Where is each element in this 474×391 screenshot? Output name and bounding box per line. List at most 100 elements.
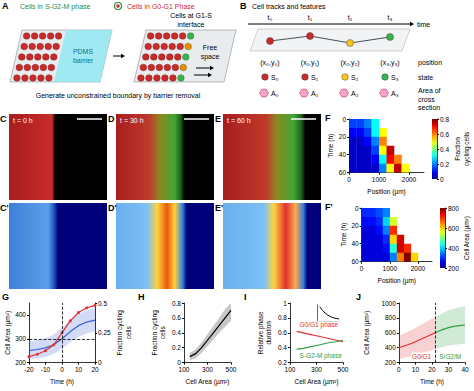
svg-text:barrier: barrier [73, 57, 94, 64]
svg-text:S₃: S₃ [391, 74, 399, 81]
svg-text:Fraction cycling: Fraction cycling [151, 310, 159, 356]
svg-text:t = 60 h: t = 60 h [227, 117, 251, 124]
svg-text:B: B [240, 1, 247, 11]
svg-text:A₁: A₁ [311, 90, 319, 97]
svg-text:400: 400 [385, 344, 396, 351]
svg-text:500: 500 [226, 366, 237, 373]
svg-text:400: 400 [15, 311, 26, 318]
svg-text:E: E [215, 114, 221, 124]
svg-text:Position (µm): Position (µm) [367, 188, 405, 196]
svg-text:S₁: S₁ [311, 74, 319, 81]
svg-text:600: 600 [385, 329, 396, 336]
svg-text:40: 40 [461, 366, 469, 373]
svg-text:0.2: 0.2 [440, 161, 449, 168]
svg-text:Time (h): Time (h) [50, 378, 74, 386]
svg-text:1000: 1000 [383, 265, 398, 272]
svg-text:10: 10 [75, 366, 83, 373]
svg-text:C: C [0, 114, 7, 124]
svg-text:400: 400 [448, 245, 459, 252]
svg-text:300: 300 [202, 366, 213, 373]
svg-text:Time (h): Time (h) [327, 134, 335, 158]
svg-text:Generate unconstrained boundar: Generate unconstrained boundary by barri… [36, 92, 201, 100]
svg-text:300: 300 [15, 335, 26, 342]
svg-text:200: 200 [385, 359, 396, 366]
svg-text:Relative phase: Relative phase [257, 311, 265, 354]
svg-text:duration: duration [265, 321, 272, 345]
svg-text:(x₁,y₁): (x₁,y₁) [301, 59, 319, 67]
svg-text:100: 100 [285, 366, 296, 373]
svg-text:cells: cells [125, 326, 132, 340]
svg-text:Cell Area (µm²): Cell Area (µm²) [186, 378, 230, 386]
svg-text:time: time [417, 21, 430, 28]
svg-text:20: 20 [428, 366, 436, 373]
svg-text:0.6: 0.6 [172, 314, 181, 321]
svg-text:100: 100 [179, 366, 190, 373]
svg-text:section: section [418, 104, 440, 111]
svg-text:S₂: S₂ [351, 74, 359, 81]
svg-text:-20: -20 [24, 366, 34, 373]
svg-text:S₀: S₀ [271, 74, 279, 81]
svg-text:F: F [325, 113, 331, 123]
svg-text:F': F' [325, 202, 333, 212]
svg-text:S/G2/M: S/G2/M [439, 353, 461, 360]
svg-text:20: 20 [351, 222, 359, 229]
svg-text:Cell Area (µm²): Cell Area (µm²) [4, 311, 12, 355]
svg-text:D: D [108, 114, 115, 124]
svg-text:0: 0 [360, 265, 364, 272]
svg-text:Cell Area (µm²): Cell Area (µm²) [363, 311, 371, 355]
svg-text:0.4: 0.4 [278, 344, 287, 351]
svg-text:t = 0 h: t = 0 h [13, 117, 33, 124]
svg-text:500: 500 [338, 366, 349, 373]
svg-text:Free: Free [203, 44, 218, 51]
svg-text:0: 0 [355, 205, 359, 212]
svg-text:(x₀,y₀): (x₀,y₀) [260, 59, 279, 67]
svg-text:600: 600 [448, 225, 459, 232]
svg-text:0.5: 0.5 [98, 300, 107, 307]
svg-text:20: 20 [339, 133, 347, 140]
svg-text:t = 30 h: t = 30 h [120, 117, 144, 124]
svg-text:J: J [356, 292, 361, 302]
svg-text:I: I [244, 292, 247, 302]
svg-text:1: 1 [283, 300, 287, 307]
svg-text:40: 40 [339, 151, 347, 158]
svg-text:Area of: Area of [418, 87, 441, 94]
svg-text:1000: 1000 [372, 176, 387, 183]
svg-text:A₂: A₂ [351, 90, 359, 97]
svg-text:0.4: 0.4 [440, 146, 449, 153]
svg-text:t₃: t₃ [388, 14, 393, 21]
svg-text:0.6: 0.6 [440, 131, 449, 138]
svg-text:cells: cells [159, 326, 166, 340]
svg-text:Cells at G1-S: Cells at G1-S [170, 12, 212, 19]
svg-text:-10: -10 [41, 366, 51, 373]
svg-text:Time (h): Time (h) [420, 378, 444, 386]
svg-text:E': E' [215, 203, 223, 213]
svg-text:60: 60 [351, 258, 359, 265]
svg-text:800: 800 [385, 314, 396, 321]
svg-text:Time (h): Time (h) [340, 223, 348, 247]
svg-text:(x₃,y₃): (x₃,y₃) [380, 59, 399, 67]
svg-text:cycling cells: cycling cells [463, 131, 471, 166]
svg-text:A₃: A₃ [391, 90, 399, 97]
svg-text:Cell Area (µm²): Cell Area (µm²) [463, 216, 471, 260]
svg-text:G0/G1: G0/G1 [412, 353, 432, 360]
svg-text:Fraction: Fraction [454, 137, 461, 161]
svg-text:0: 0 [440, 176, 444, 183]
svg-text:t₀: t₀ [268, 14, 273, 21]
svg-text:800: 800 [448, 205, 459, 212]
svg-text:Cell Area (µm²): Cell Area (µm²) [295, 378, 339, 386]
svg-text:30: 30 [445, 366, 453, 373]
svg-text:t₁: t₁ [308, 14, 313, 21]
svg-text:Position (µm): Position (µm) [378, 277, 416, 285]
svg-text:60: 60 [339, 169, 347, 176]
svg-text:0.8: 0.8 [278, 314, 287, 321]
svg-text:H: H [138, 292, 145, 302]
svg-text:0.8: 0.8 [172, 300, 181, 307]
svg-text:interface: interface [178, 21, 205, 28]
svg-text:2000: 2000 [411, 265, 426, 272]
svg-text:2000: 2000 [402, 176, 417, 183]
svg-text:Fraction cycling: Fraction cycling [116, 310, 124, 356]
svg-text:300: 300 [311, 366, 322, 373]
svg-text:0.2: 0.2 [172, 344, 181, 351]
svg-text:0: 0 [397, 366, 401, 373]
svg-text:10: 10 [412, 366, 420, 373]
